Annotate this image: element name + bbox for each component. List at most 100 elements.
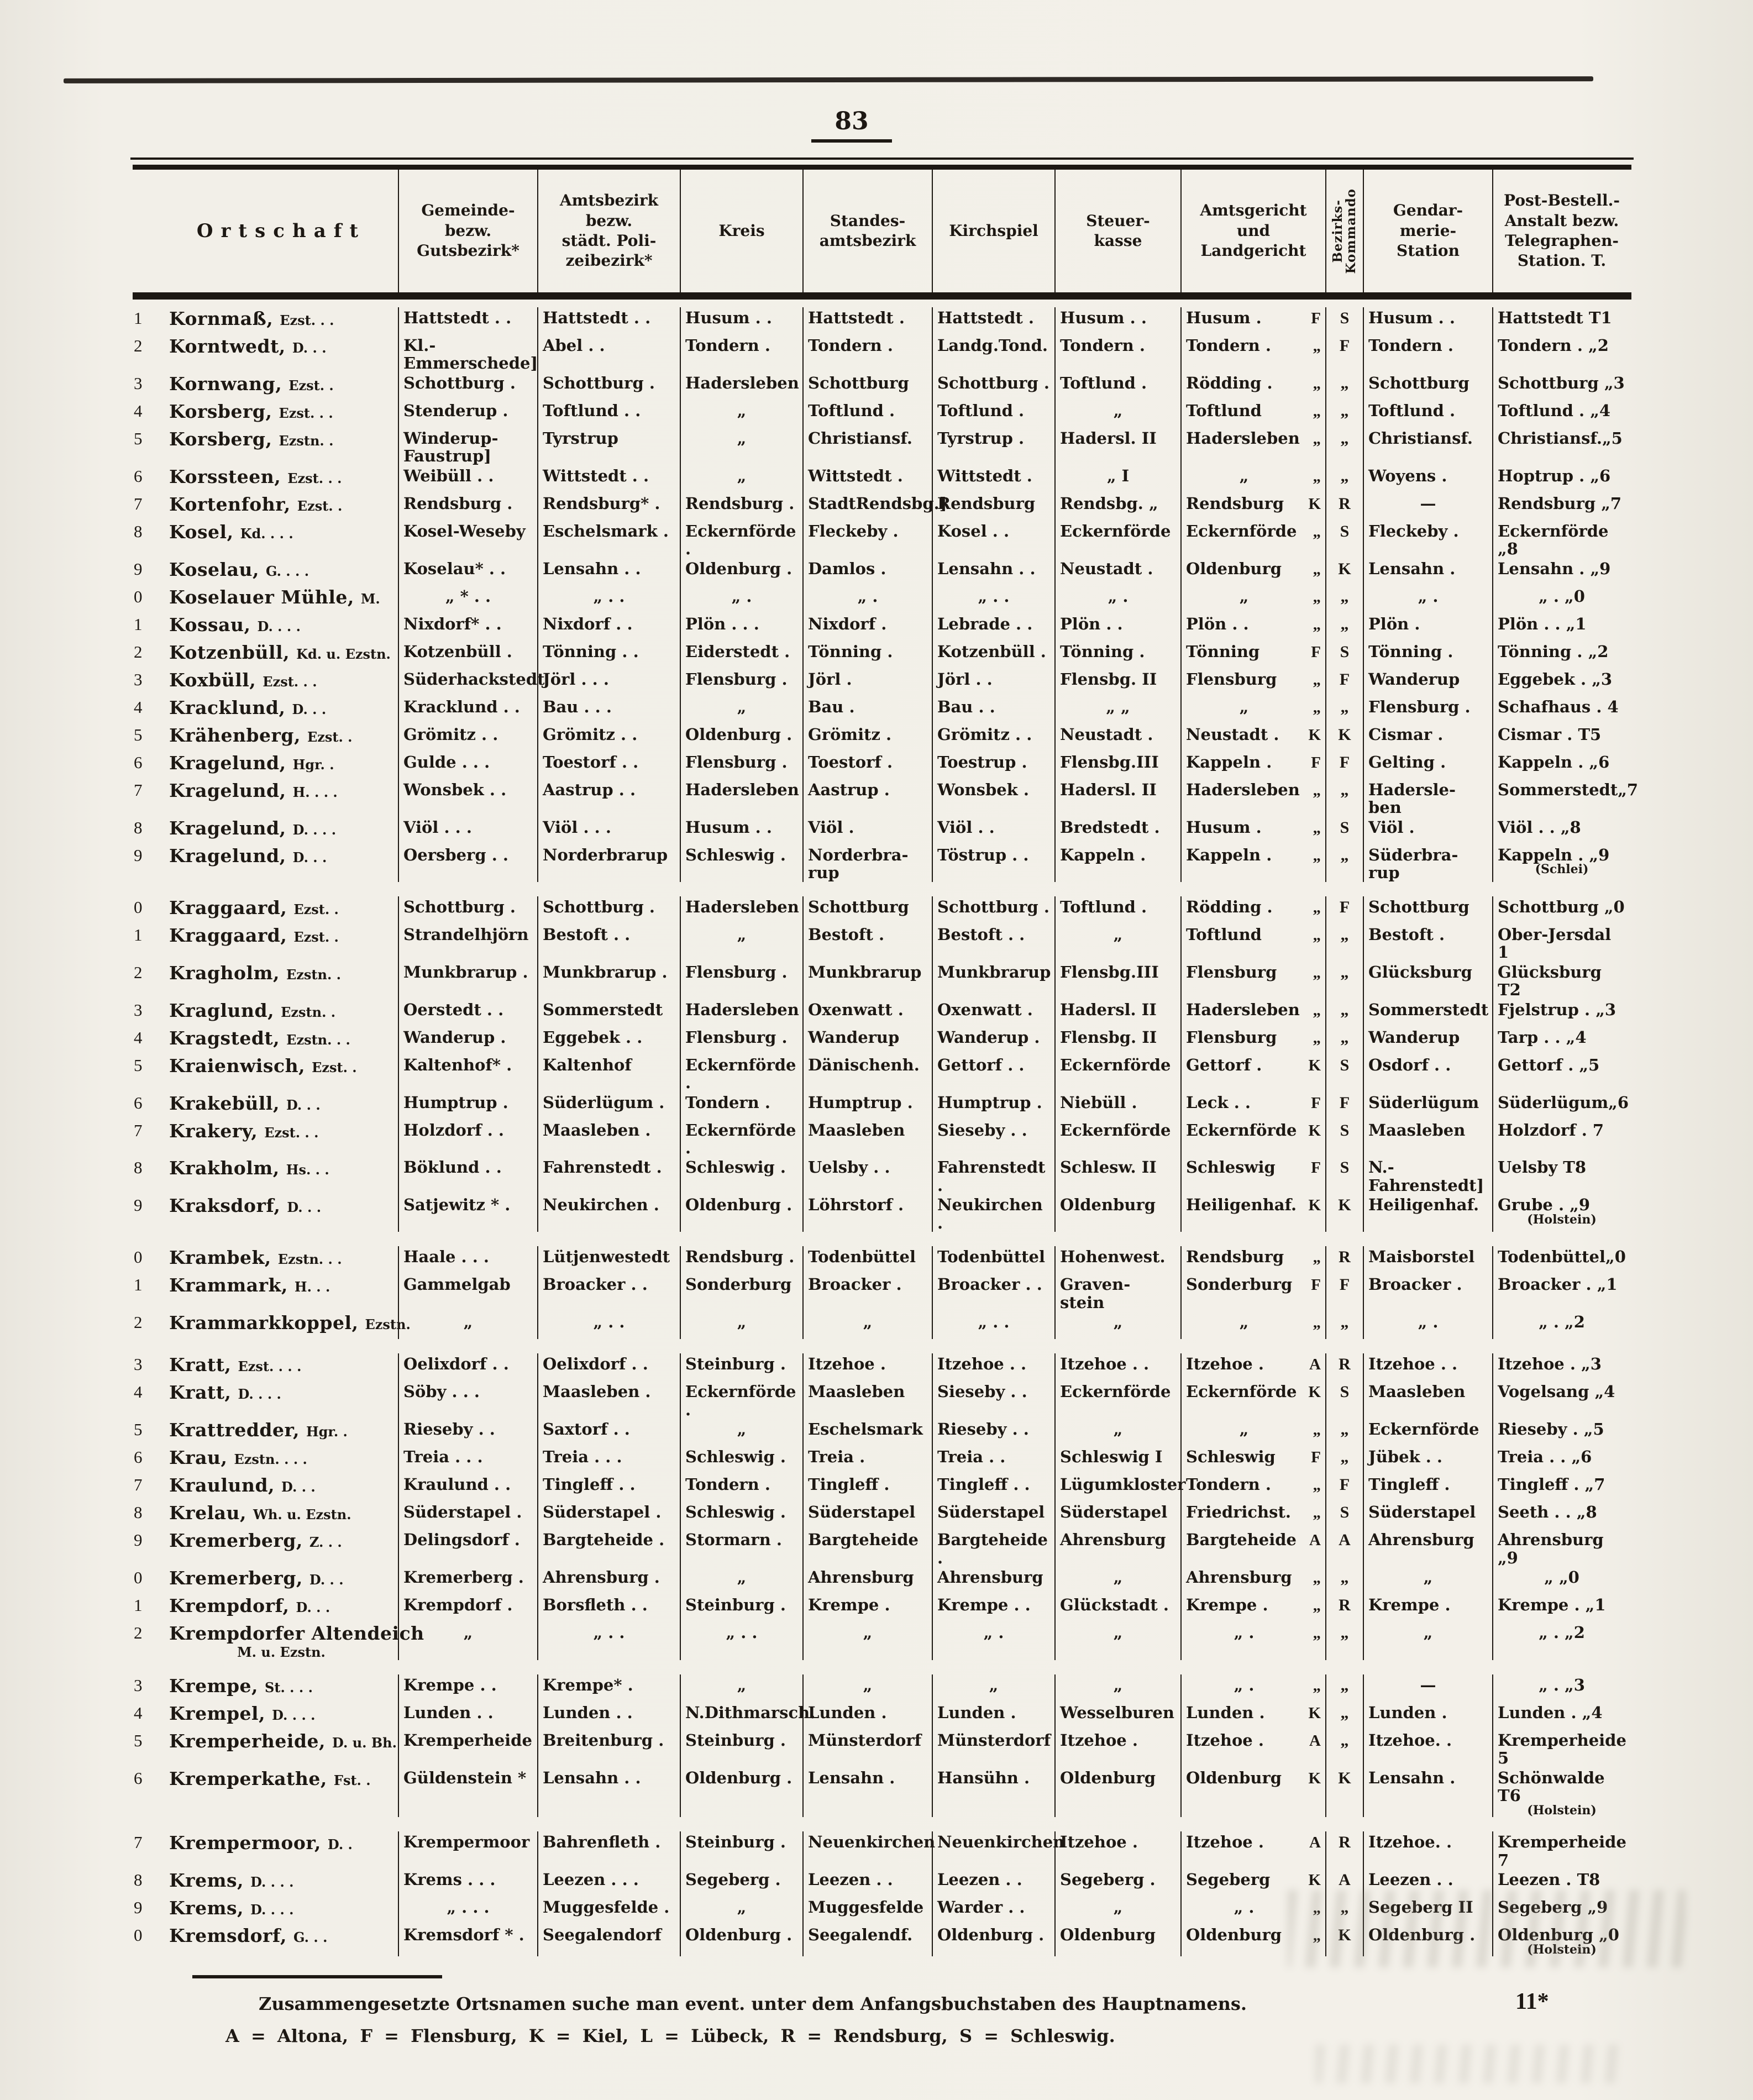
cell-gemeinde: Kremerberg .	[398, 1567, 537, 1595]
place-type-abbrev: Ezstn.	[365, 1316, 411, 1333]
cell-standesamtsbezirk: Eschelsmark	[802, 1419, 932, 1447]
cell-ortschaft: Krähenberg, Ezst. .	[165, 724, 398, 752]
cell-gendarmerie: Ahrensburg	[1363, 1529, 1492, 1567]
cell-bezirkskommando: „	[1325, 1419, 1363, 1447]
cell-ortschaft: Kortenfohr, Ezst. .	[165, 493, 398, 521]
cell-post-telegraph: Hoptrup . „6	[1492, 465, 1630, 493]
place-name: Kragholm,	[169, 962, 280, 984]
post-station: Vogelsang „4	[1498, 1382, 1615, 1401]
cell-gendarmerie: Jübek . .	[1363, 1446, 1492, 1474]
cell-ortschaft: Kremsdorf, G. . .	[165, 1924, 398, 1956]
cell-steuerkasse: Flensbg. II	[1054, 1026, 1180, 1054]
cell-amtsgericht-landgericht: Heiligenhaf. K	[1180, 1194, 1325, 1232]
place-name: Korssteen,	[169, 465, 281, 487]
place-name: Krempermoor,	[169, 1832, 321, 1854]
cell-bezirkskommando: „	[1325, 1729, 1363, 1767]
cell-standesamtsbezirk: Hattstedt .	[802, 307, 932, 335]
cell-amtsbezirk: „ . .	[537, 1622, 680, 1660]
post-station: Uelsby T8	[1498, 1158, 1587, 1177]
place-name: Kraggaard,	[169, 924, 287, 946]
cell-steuerkasse: Flensbg. II	[1054, 668, 1180, 696]
page-number: 83	[811, 109, 892, 143]
cell-kirchspiel: Münsterdorf	[932, 1729, 1054, 1767]
post-station: Holzdorf . 7	[1498, 1120, 1604, 1140]
landgericht-letter: „	[1313, 1314, 1321, 1332]
table-row: 6 Kremperkathe, Fst. . Güldenstein * Lensahn…	[133, 1767, 1631, 1818]
post-station: „ . „0	[1539, 586, 1585, 606]
place-name: Koxbüll,	[169, 669, 256, 691]
cell-steuerkasse: „ I	[1054, 465, 1180, 493]
row-number: 0	[134, 897, 143, 917]
table-row: 3 Kratt, Ezst. . . . Oelixdorf . . Oelixdorf…	[133, 1353, 1631, 1382]
cell-kirchspiel: Munkbrarup	[932, 961, 1054, 999]
place-name: Kosel,	[169, 521, 234, 543]
cell-standesamtsbezirk: Tönning .	[802, 641, 932, 669]
cell-amtsbezirk: Tingleff . .	[537, 1474, 680, 1502]
cell-kirchspiel: „ . .	[932, 585, 1054, 613]
cell-bezirkskommando: K	[1325, 558, 1363, 586]
cell-kreis: Sonderburg	[680, 1274, 802, 1312]
cell-bezirkskommando: „	[1325, 465, 1363, 493]
table-row: 1 Krempdorf, D. . . Krempdorf . Borsfleth . …	[133, 1594, 1631, 1623]
cell-standesamtsbezirk: Nixdorf .	[802, 613, 932, 641]
place-name: Krattredder,	[169, 1419, 300, 1441]
cell-gemeinde: Rieseby . .	[398, 1419, 537, 1447]
cell-standesamtsbezirk: Dänischenh.	[802, 1054, 932, 1092]
cell-amtsbezirk: Eschelsmark .	[537, 520, 680, 558]
table-row: 2 Korntwedt, D. . . Kl.-Emmerschede] Abel . …	[133, 335, 1631, 372]
place-type-abbrev: Fst. .	[333, 1772, 371, 1788]
cell-steuerkasse: Lügumkloster	[1054, 1474, 1185, 1502]
cell-kreis: Stormarn .	[680, 1529, 802, 1567]
cell-amtsgericht-landgericht: Friedrichst. „	[1180, 1502, 1325, 1530]
cell-post-telegraph: Plön . . „1	[1492, 613, 1630, 641]
cell-kirchspiel: Fahrenstedt .	[932, 1157, 1054, 1195]
place-type-abbrev: Ezstn. . . .	[234, 1451, 307, 1468]
amtsgericht-name: Rendsburg	[1186, 494, 1284, 513]
cell-post-telegraph: Süderlügum„6	[1492, 1091, 1630, 1120]
cell-ortschaft: Kotzenbüll, Kd. u. Ezstn.	[165, 641, 398, 669]
cell-kreis: Eckernförde .	[680, 1119, 802, 1157]
cell-standesamtsbezirk: Maasleben	[802, 1381, 932, 1419]
cell-ortschaft: Krempel, D. . . .	[165, 1702, 398, 1730]
cell-standesamtsbezirk: Schottburg	[802, 372, 932, 400]
landgericht-letter: „	[1313, 1676, 1321, 1694]
cell-bezirkskommando: „	[1325, 1622, 1363, 1660]
cell-post-telegraph: Tondern . „2	[1492, 335, 1630, 372]
cell-bezirkskommando: „	[1325, 1446, 1363, 1474]
row-number: 6	[134, 466, 143, 486]
cell-standesamtsbezirk: Norderbra- rup	[802, 844, 932, 882]
cell-post-telegraph: Hattstedt T1	[1492, 307, 1630, 335]
cell-post-telegraph: Lensahn . „9	[1492, 558, 1630, 586]
cell-amtsgericht-landgericht: Hadersleben „	[1180, 427, 1325, 465]
post-station: Süderlügum„6	[1498, 1093, 1629, 1112]
place-name: Krähenberg,	[169, 724, 301, 746]
cell-bezirkskommando: „	[1325, 1311, 1363, 1340]
cell-gemeinde: Kotzenbüll .	[398, 641, 537, 669]
landgericht-letter: F	[1311, 753, 1321, 771]
cell-amtsgericht-landgericht: Eckernförde K	[1180, 1381, 1325, 1419]
place-name: Kremerberg,	[169, 1567, 303, 1589]
landgericht-letter: „	[1313, 1248, 1321, 1267]
place-type-abbrev: D. . .	[296, 1599, 330, 1616]
cell-post-telegraph: Rieseby . „5	[1492, 1419, 1630, 1447]
cell-gendarmerie: Osdorf . .	[1363, 1054, 1492, 1092]
cell-standesamtsbezirk: Schottburg	[802, 896, 932, 924]
cell-post-telegraph: Oldenburg „0 (Holstein)	[1492, 1924, 1630, 1957]
place-type-abbrev: Z. . .	[309, 1534, 342, 1551]
cell-post-telegraph: „ . „0	[1492, 585, 1630, 613]
cell-steuerkasse: Schleswig I	[1054, 1446, 1180, 1474]
cell-gendarmerie: Süderlügum	[1363, 1091, 1492, 1120]
table-row: 7 Kortenfohr, Ezst. . Rendsburg . Rendsburg*…	[133, 492, 1631, 521]
cell-steuerkasse: Segeberg .	[1054, 1869, 1180, 1897]
cell-ortschaft: Krakholm, Hs. . .	[165, 1157, 398, 1194]
place-name: Kremerberg,	[169, 1530, 303, 1552]
cell-kirchspiel: Grömitz . .	[932, 723, 1054, 752]
cell-kirchspiel: Ahrensburg	[932, 1567, 1054, 1595]
cell-steuerkasse: „	[1054, 1897, 1180, 1925]
place-type-abbrev: D. . . .	[250, 1902, 294, 1918]
cell-kreis: „	[680, 400, 802, 428]
cell-standesamtsbezirk: „	[802, 1674, 932, 1702]
cell-kreis: Schleswig .	[680, 1157, 802, 1195]
cell-gendarmerie: Hadersle- ben	[1363, 779, 1492, 817]
cell-steuerkasse: „	[1054, 923, 1180, 962]
